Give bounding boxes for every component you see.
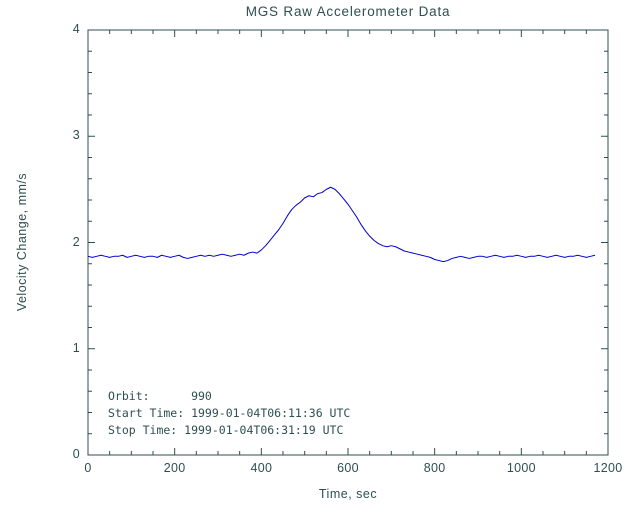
x-tick-label: 0: [84, 461, 92, 475]
stop-time-annotation: Stop Time: 1999-01-04T06:31:19 UTC: [108, 423, 344, 437]
chart-title: MGS Raw Accelerometer Data: [245, 4, 451, 19]
y-tick-label: 4: [72, 22, 80, 36]
annotation-block: Orbit: 990 Start Time: 1999-01-04T06:11:…: [108, 388, 350, 439]
y-tick-label: 3: [72, 128, 80, 143]
x-axis-label: Time, sec: [318, 487, 378, 501]
x-tick-label: 400: [250, 461, 273, 475]
y-axis-label: Velocity Change, mm/s: [15, 172, 29, 312]
x-tick-label: 600: [337, 461, 359, 475]
y-tick-label: 0: [72, 447, 80, 461]
x-tick-label: 800: [423, 461, 446, 475]
x-tick-label: 1200: [593, 461, 623, 475]
orbit-annotation: Orbit: 990: [108, 389, 212, 403]
start-time-annotation: Start Time: 1999-01-04T06:11:36 UTC: [108, 406, 351, 420]
x-tick-label: 200: [163, 461, 186, 475]
y-tick-label: 2: [72, 234, 80, 249]
data-line: [87, 186, 596, 263]
y-tick-label: 1: [72, 340, 80, 355]
x-tick-label: 1000: [506, 461, 536, 475]
